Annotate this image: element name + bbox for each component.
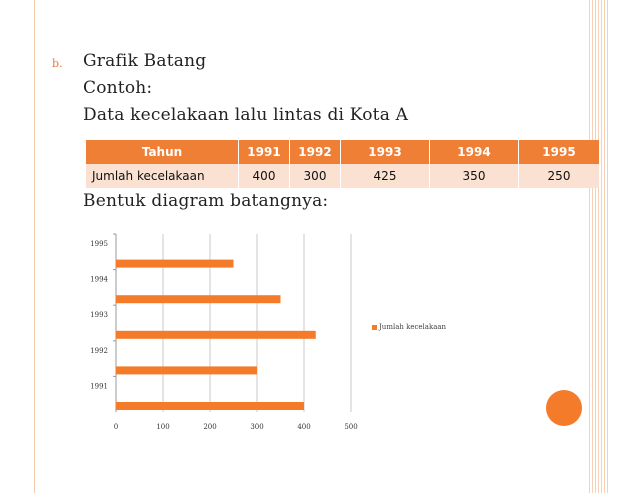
table-header-cell: 1994 [429, 140, 519, 164]
y-tick-label: 1995 [90, 240, 108, 248]
x-tick-label: 300 [250, 423, 263, 431]
frame-stripes-right [589, 0, 609, 493]
text-contoh: Contoh: [83, 78, 153, 98]
x-tick-label: 0 [114, 423, 118, 431]
table-cell: 425 [340, 164, 430, 188]
bar [116, 330, 316, 339]
y-tick-label: 1991 [90, 382, 108, 390]
data-table: Tahun 1991 1992 1993 1994 1995 Jumlah ke… [86, 140, 600, 188]
table-row: Jumlah kecelakaan 400 300 425 350 250 [86, 164, 600, 188]
y-tick-label: 1993 [90, 311, 108, 319]
table-cell: 300 [289, 164, 341, 188]
table-cell: 400 [238, 164, 290, 188]
legend-swatch [372, 324, 377, 330]
y-tick-label: 1992 [90, 347, 108, 355]
x-tick-label: 500 [344, 423, 357, 431]
legend-label: Jumlah kecelakaan [379, 323, 447, 331]
x-tick-label: 100 [156, 423, 169, 431]
bar [116, 259, 234, 268]
table-cell: 350 [429, 164, 519, 188]
bar [116, 295, 281, 304]
table-cell: Jumlah kecelakaan [86, 164, 239, 188]
bar [116, 366, 257, 375]
y-tick-label: 1994 [90, 276, 108, 284]
table-cell: 250 [518, 164, 600, 188]
frame-line-left [34, 0, 35, 493]
chart-legend: Jumlah kecelakaan [372, 323, 446, 331]
table-header-cell: 1991 [238, 140, 290, 164]
table-header-cell: 1993 [340, 140, 430, 164]
table-header-cell: 1995 [518, 140, 600, 164]
heading-grafik-batang: Grafik Batang [83, 51, 207, 71]
bullet-marker: b. [52, 57, 63, 70]
bar-chart: 0 100 200 300 400 500 1991 1992 1993 1994 1995 [90, 233, 358, 431]
table-header-row: Tahun 1991 1992 1993 1994 1995 [86, 140, 600, 164]
decorative-circle [546, 390, 582, 426]
text-bentuk-diagram: Bentuk diagram batangnya: [83, 191, 329, 211]
x-tick-label: 400 [297, 423, 310, 431]
x-tick-label: 200 [203, 423, 216, 431]
bar [116, 402, 304, 410]
text-data-description: Data kecelakaan lalu lintas di Kota A [83, 105, 409, 125]
table-header-cell: Tahun [86, 140, 239, 164]
table-header-cell: 1992 [289, 140, 341, 164]
